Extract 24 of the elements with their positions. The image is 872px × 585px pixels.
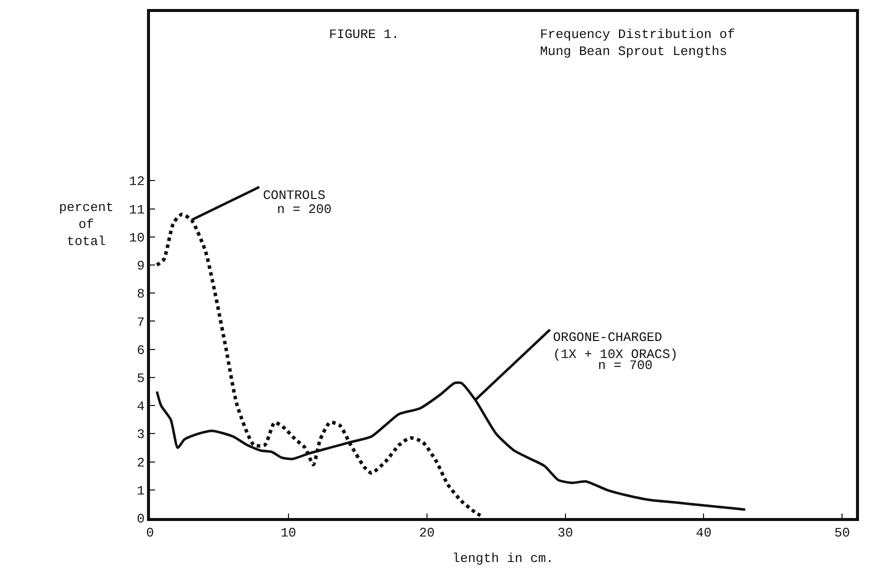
- x-tick-label: 10: [280, 525, 296, 540]
- y-tick-label: 8: [136, 286, 145, 302]
- y-tick-label: 2: [136, 455, 145, 470]
- x-axis-title: length in cm.: [452, 550, 554, 566]
- x-tick-label: 20: [419, 525, 435, 540]
- y-axis-title: percent of total: [59, 200, 114, 249]
- y-tick-label: 7: [136, 314, 145, 330]
- y-tick-label: 11: [129, 202, 145, 218]
- text: CONTROLS: [263, 188, 326, 203]
- y-tick-label: 12: [129, 174, 145, 190]
- y-tick-label: 4: [136, 399, 145, 414]
- annotation: n = 200: [277, 202, 332, 217]
- y-tick-label: 3: [136, 427, 145, 442]
- x-tick-label: 40: [696, 525, 712, 540]
- y-tick-label: 6: [136, 342, 145, 358]
- text: FIGURE 1.: [329, 27, 400, 42]
- text: Frequency Distribution of Mung Bean Sprout Lengths: [540, 27, 736, 59]
- x-tick-label: 30: [557, 525, 574, 540]
- y-tick-label: 5: [136, 370, 145, 386]
- y-tick-label: 10: [129, 230, 145, 246]
- y-tick-label: 0: [136, 512, 145, 527]
- y-tick-label: 1: [136, 483, 145, 498]
- x-tick-label: 50: [834, 525, 850, 540]
- y-tick-label: 9: [136, 258, 145, 274]
